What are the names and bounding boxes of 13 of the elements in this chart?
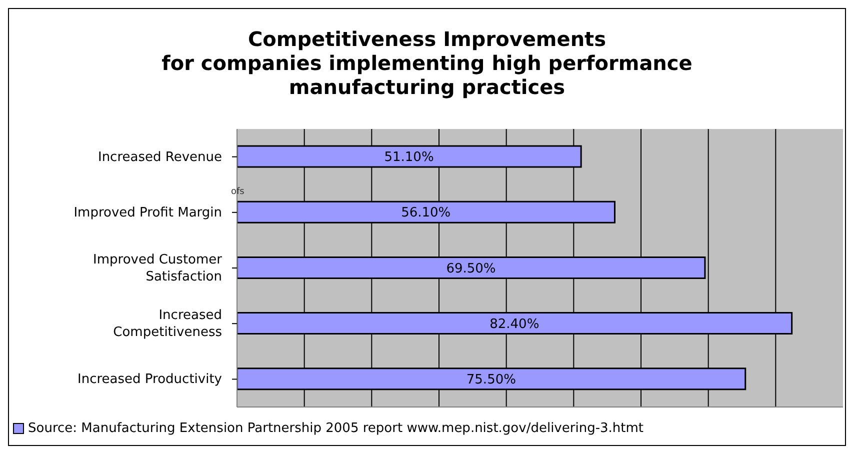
data-label: 56.10% — [401, 206, 451, 221]
y-tick-label: Increased Competitiveness — [113, 308, 222, 340]
legend-label: Source: Manufacturing Extension Partnership 2005 report www.mep.nist.gov/delivering-3.htmt — [28, 421, 644, 436]
data-label: 51.10% — [384, 150, 434, 166]
data-label: 69.50% — [446, 261, 496, 276]
y-tick-label: Increased Revenue — [98, 149, 222, 164]
y-tick-label: Improved Profit Margin — [74, 204, 222, 220]
data-label: 82.40% — [490, 316, 540, 332]
y-tick-label: Increased Productivity — [78, 372, 222, 387]
annotation: ofs — [231, 187, 244, 197]
chart-title: Competitiveness Improvements for companies implementing high performance manufacturing practices — [160, 27, 694, 99]
data-label: 75.50% — [466, 372, 516, 388]
y-tick-label: Improved Customer Satisfaction — [93, 252, 223, 284]
